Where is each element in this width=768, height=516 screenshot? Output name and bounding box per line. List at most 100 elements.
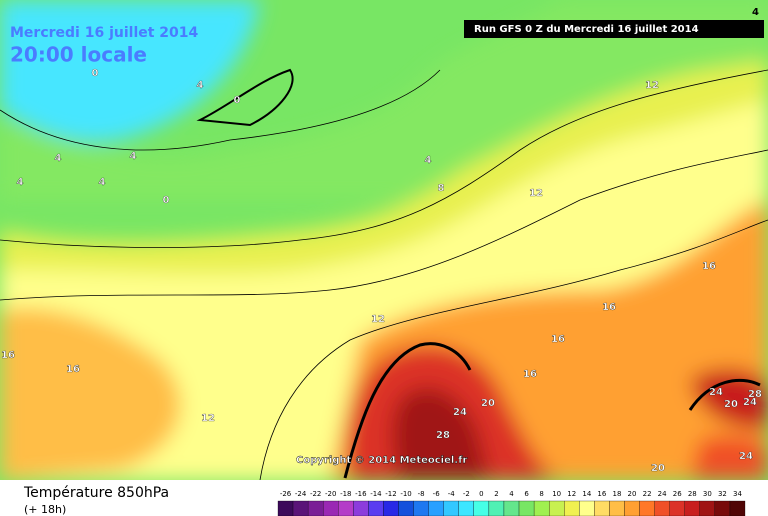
contour-label: 16	[523, 369, 537, 380]
contour-label: 24	[739, 451, 753, 462]
scale-tick-label: 10	[552, 490, 561, 498]
scale-tick-label: 2	[494, 490, 498, 498]
run-label-box	[464, 20, 764, 38]
scale-cell	[609, 500, 625, 516]
scale-tick-label: 6	[524, 490, 529, 498]
run-label: Run GFS 0 Z du Mercredi 16 juillet 2014	[474, 24, 699, 35]
contour-label: 4	[17, 177, 24, 188]
scale-tick-label: -22	[310, 490, 321, 498]
scale-tick-label: 20	[628, 490, 637, 498]
scale-cell	[458, 500, 474, 516]
scale-tick-label: 26	[673, 490, 682, 498]
scale-tick-label: -16	[355, 490, 367, 498]
color-scale: -26 -24 -22 -20 -18 -16 -14 -12 -10 -8 -6 -4 -2 0 2 4 6 8…	[277, 490, 746, 516]
contour-label: 16	[66, 364, 80, 375]
scale-tick-label: -4	[448, 490, 456, 498]
contour-label: 0	[234, 95, 241, 106]
corner-value: 4	[752, 7, 759, 18]
scale-cell	[654, 500, 670, 516]
contour-label: 28	[748, 389, 762, 400]
temperature-field	[0, 0, 768, 480]
scale-tick-label: 32	[718, 490, 727, 498]
scale-cell	[398, 500, 414, 516]
scale-tick-label: 24	[658, 490, 667, 498]
scale-cell	[338, 500, 354, 516]
scale-cell	[639, 500, 655, 516]
contour-label: 24	[453, 407, 467, 418]
scale-tick-label: -8	[418, 490, 425, 498]
scale-tick-label: 8	[539, 490, 543, 498]
contour-label: 4	[197, 80, 204, 91]
scale-cell	[549, 500, 565, 516]
scale-cell	[413, 500, 429, 516]
contour-label: 4	[130, 151, 137, 162]
scale-cell	[624, 500, 640, 516]
scale-cell	[277, 500, 294, 516]
scale-cell	[368, 500, 384, 516]
scale-cell	[669, 500, 685, 516]
scale-cell	[729, 500, 746, 516]
scale-tick-label: 22	[643, 490, 652, 498]
scale-tick-label: 18	[612, 490, 621, 498]
contour-label: 12	[645, 80, 659, 91]
scale-tick-label: -24	[295, 490, 307, 498]
contour-label: 28	[436, 430, 450, 441]
contour-label: 16	[702, 261, 716, 272]
scale-tick-label: -10	[400, 490, 411, 498]
contour-label: 16	[551, 334, 565, 345]
scale-cell	[533, 500, 550, 516]
scale-cell	[353, 500, 369, 516]
scale-tick-label: -20	[325, 490, 336, 498]
scale-tick-label: -14	[370, 490, 382, 498]
scale-cell	[699, 500, 716, 516]
scale-tick-label: 14	[582, 490, 591, 498]
scale-cell	[488, 500, 505, 516]
scale-tick-label: -26	[280, 490, 292, 498]
scale-cell	[684, 500, 700, 516]
contour-label: 16	[1, 350, 15, 361]
scale-cell	[518, 500, 535, 516]
scale-tick-label: -6	[433, 490, 441, 498]
scale-tick-label: -12	[385, 490, 396, 498]
scale-cell	[428, 500, 444, 516]
contour-lines	[196, 68, 761, 479]
scale-cell	[443, 500, 459, 516]
scale-tick-label: 30	[703, 490, 712, 498]
scale-tick-label: -18	[340, 490, 351, 498]
scale-cell	[594, 500, 610, 516]
contour-label: 16	[602, 302, 616, 313]
contour-label: 0	[163, 195, 170, 206]
scale-cell	[292, 500, 309, 516]
scale-tick-label: 0	[479, 490, 483, 498]
scale-cell	[323, 500, 339, 516]
contour-label: 0	[92, 68, 99, 79]
legend-subtitle: (+ 18h)	[24, 503, 66, 516]
scale-tick-label: 34	[733, 490, 742, 498]
contour-label: 4	[99, 177, 106, 188]
contour-label: 12	[201, 413, 215, 424]
contour-label: 4	[55, 153, 62, 164]
map-time: 20:00 locale	[10, 43, 147, 67]
contour-label: 20	[724, 399, 738, 410]
contour-label: 4	[425, 155, 432, 166]
map-date: Mercredi 16 juillet 2014	[10, 25, 199, 41]
contour-label: 12	[371, 314, 385, 325]
legend-title: Température 850hPa	[23, 485, 169, 501]
scale-cell	[714, 500, 731, 516]
scale-cell	[503, 500, 520, 516]
contour-label: 20	[651, 463, 665, 474]
scale-cell	[579, 500, 595, 516]
contour-label: 8	[438, 183, 445, 194]
contour-label: 24	[743, 397, 757, 408]
scale-tick-label: 16	[597, 490, 606, 498]
scale-tick-label: 28	[688, 490, 697, 498]
scale-tick-label: 12	[567, 490, 576, 498]
contour-lines-thin	[0, 69, 768, 481]
scale-cell	[383, 500, 399, 516]
scale-cell	[564, 500, 580, 516]
scale-tick-label: 4	[509, 490, 514, 498]
contour-label: 20	[481, 398, 495, 409]
